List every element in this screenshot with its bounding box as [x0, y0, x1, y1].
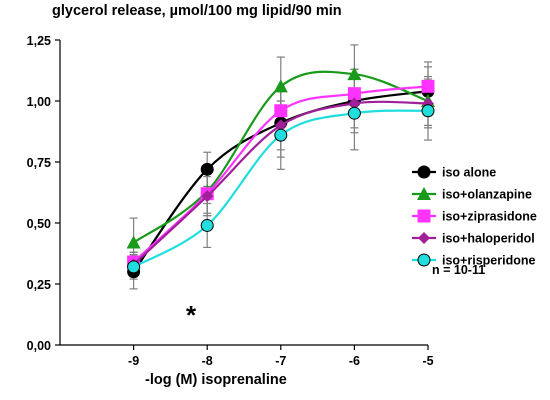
data-point	[347, 106, 361, 120]
legend-marker	[417, 187, 431, 200]
legend-label: iso+risperidone	[442, 254, 535, 268]
y-tick-label: 1,00	[27, 95, 51, 109]
y-tick-label: 0,75	[27, 156, 51, 170]
data-point	[421, 104, 435, 118]
chart-title: glycerol release, µmol/100 mg lipid/90 m…	[52, 3, 342, 19]
y-tick-label: 1,25	[27, 34, 51, 48]
data-point	[421, 79, 435, 93]
y-tick-label: 0,25	[27, 278, 51, 292]
data-point	[347, 67, 362, 81]
x-tick-label: -8	[202, 354, 213, 368]
x-tick-label: -5	[422, 354, 433, 368]
data-point	[274, 104, 288, 118]
series-line	[132, 85, 429, 263]
legend-marker	[417, 253, 431, 267]
series-2	[127, 79, 435, 269]
legend: iso alone iso+olanzapine iso+ziprasidone is…	[412, 165, 537, 268]
data-point	[200, 162, 214, 176]
data-point	[201, 190, 214, 203]
data-point	[274, 128, 288, 142]
sample-size-label: n = 10-11	[432, 263, 486, 277]
series-3	[127, 97, 434, 271]
series-4	[127, 104, 435, 274]
legend-marker	[417, 165, 431, 179]
legend-label: iso+haloperidol	[442, 232, 535, 246]
significance-marker: *	[186, 300, 197, 330]
data-point	[126, 235, 141, 249]
series-line	[132, 100, 429, 266]
y-tick-label: 0,50	[27, 217, 51, 231]
legend-label: iso+ziprasidone	[442, 210, 537, 224]
series-line	[132, 90, 429, 273]
data-point	[200, 218, 214, 232]
legend-marker	[418, 232, 430, 244]
x-axis-label: -log (M) isoprenaline	[145, 372, 287, 388]
x-tick-label: -6	[349, 354, 360, 368]
legend-marker	[417, 209, 431, 223]
x-tick-label: -9	[128, 354, 139, 368]
data-point	[273, 79, 288, 93]
x-tick-label: -7	[275, 354, 286, 368]
data-point	[127, 260, 141, 274]
data-point	[274, 119, 287, 132]
data-point	[348, 97, 361, 110]
legend-label: iso alone	[442, 166, 496, 180]
legend-label: iso+olanzapine	[442, 188, 532, 202]
y-tick-label: 0,00	[27, 339, 51, 353]
